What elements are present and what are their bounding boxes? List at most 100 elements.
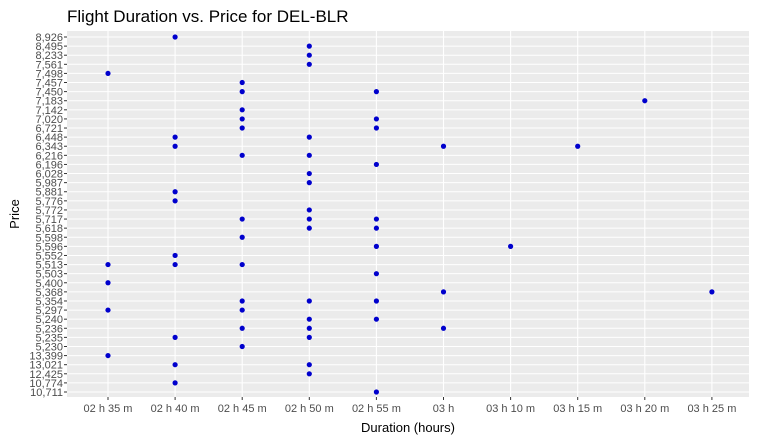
y-tick-label: 5,230 — [35, 341, 63, 353]
data-point — [306, 216, 312, 222]
data-point — [239, 307, 245, 313]
y-tick-label: 5,881 — [35, 187, 63, 199]
data-point — [306, 61, 312, 67]
data-point — [239, 152, 245, 158]
data-point — [172, 198, 178, 204]
y-tick-label: 5,297 — [35, 305, 63, 317]
data-point — [172, 380, 178, 386]
data-point — [373, 89, 379, 95]
data-point — [440, 143, 447, 149]
data-point — [306, 170, 312, 177]
data-point — [373, 243, 379, 249]
data-point — [239, 343, 245, 350]
y-tick-label: 12,425 — [29, 369, 63, 381]
x-tick-label: 03 h 25 m — [687, 403, 736, 415]
y-tick-label: 8,233 — [35, 50, 63, 62]
data-point — [239, 216, 245, 222]
data-point — [306, 225, 312, 231]
data-point — [642, 98, 648, 104]
x-tick-label: 02 h 55 m — [352, 403, 401, 415]
x-tick-label: 02 h 50 m — [285, 403, 334, 415]
data-point — [105, 280, 111, 286]
data-point — [373, 316, 379, 322]
data-point — [239, 298, 245, 304]
x-tick-label: 03 h 15 m — [553, 403, 602, 415]
y-tick-label: 5,368 — [35, 287, 63, 299]
plot-panel — [67, 31, 749, 397]
data-point — [172, 189, 178, 195]
data-point — [306, 52, 312, 58]
data-point — [306, 316, 312, 322]
data-point — [306, 371, 312, 377]
y-tick-label: 6,343 — [35, 141, 63, 153]
y-tick-label: 8,926 — [35, 32, 63, 44]
data-point — [239, 107, 245, 113]
x-tick-label: 03 h 10 m — [486, 403, 535, 415]
data-point — [373, 125, 379, 131]
x-tick-label: 03 h 20 m — [620, 403, 669, 415]
y-tick-label: 5,513 — [35, 260, 63, 272]
y-axis-title: Price — [7, 199, 22, 229]
data-point — [373, 116, 379, 122]
y-tick-label: 5,717 — [35, 214, 63, 226]
y-tick-label: 13,399 — [29, 351, 63, 363]
y-tick-label: 7,498 — [35, 68, 63, 80]
y-tick-label: 5,236 — [35, 323, 63, 335]
y-tick-label: 5,354 — [35, 296, 63, 308]
data-point — [239, 116, 245, 122]
data-point — [105, 70, 111, 77]
y-tick-label: 7,020 — [35, 114, 63, 126]
y-tick-label: 5,596 — [35, 241, 63, 253]
y-tick-label: 13,021 — [29, 360, 63, 372]
y-tick-label: 5,772 — [35, 205, 63, 217]
y-tick-label: 5,552 — [35, 250, 63, 262]
data-point — [306, 43, 312, 49]
grid-lines — [67, 31, 749, 397]
data-point — [239, 79, 245, 86]
x-tick-label: 03 h — [433, 403, 454, 415]
data-point — [306, 180, 312, 186]
data-point — [105, 261, 111, 268]
data-point — [105, 307, 111, 313]
data-point — [172, 252, 178, 259]
y-tick-label: 6,721 — [35, 123, 63, 135]
y-tick-labels: 8,9268,4958,2337,5617,4987,4577,4507,183… — [29, 32, 63, 399]
y-tick-label: 7,142 — [35, 105, 63, 117]
data-point — [172, 334, 178, 340]
data-point — [239, 125, 245, 131]
data-point — [440, 289, 447, 295]
y-tick-label: 8,495 — [35, 41, 63, 53]
data-point — [709, 289, 715, 295]
data-point — [508, 243, 514, 249]
data-point — [239, 261, 245, 268]
y-tick-label: 10,774 — [29, 378, 63, 390]
y-tick-label: 7,450 — [35, 87, 63, 99]
data-point — [306, 152, 312, 158]
data-points — [105, 34, 715, 395]
y-tick-label: 6,028 — [35, 169, 63, 181]
y-tick-label: 7,183 — [35, 96, 63, 108]
y-tick-label: 5,503 — [35, 269, 63, 281]
y-tick-label: 5,987 — [35, 178, 63, 190]
data-point — [239, 89, 245, 95]
data-point — [373, 225, 379, 231]
x-tick-label: 02 h 35 m — [84, 403, 133, 415]
y-tick-label: 7,561 — [35, 59, 63, 71]
y-tick-label: 6,216 — [35, 150, 63, 162]
y-tick-label: 5,618 — [35, 223, 63, 235]
y-tick-label: 6,196 — [35, 159, 63, 171]
x-tick-label: 02 h 40 m — [151, 403, 200, 415]
data-point — [306, 325, 312, 331]
y-tick-label: 5,235 — [35, 332, 63, 344]
data-point — [172, 362, 178, 368]
y-tick-label: 5,240 — [35, 314, 63, 326]
data-point — [373, 271, 379, 277]
y-tick-label: 10,711 — [30, 387, 63, 399]
data-point — [440, 325, 447, 331]
data-point — [575, 143, 581, 149]
data-point — [172, 261, 178, 268]
data-point — [306, 362, 312, 368]
x-axis-title: Duration (hours) — [361, 420, 455, 435]
data-point — [306, 334, 312, 340]
